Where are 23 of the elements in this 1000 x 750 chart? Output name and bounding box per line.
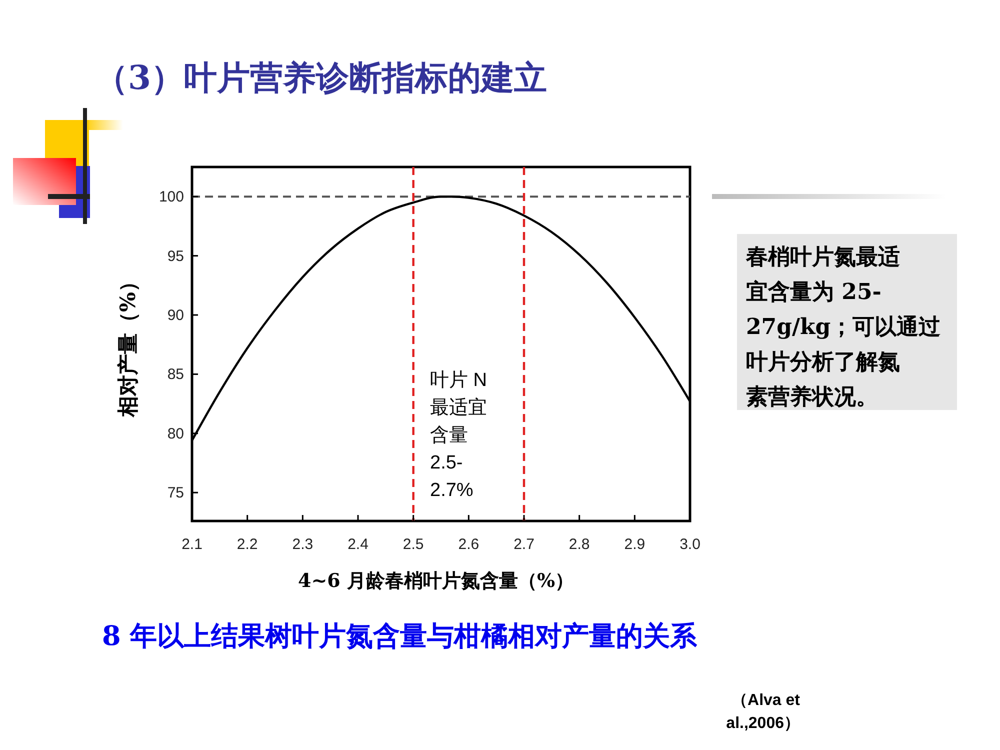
y-tick-label: 80: [167, 425, 184, 442]
y-tick-label: 90: [167, 306, 184, 324]
x-tick-label: 2.5: [402, 536, 424, 553]
x-tick-label: 2.7: [514, 536, 534, 553]
text: 春梢叶片氮最适宜含量为 25-27g/kg；可以通过叶片分析了解氮素营养状况。: [745, 244, 941, 410]
annotation: 叶片 N最适宜含量2.5-2.7%: [430, 370, 487, 501]
x-tick-label: 2.6: [458, 536, 480, 553]
text: 8 年以上结果树叶片氮含量与柑橘相对产量的关系: [102, 621, 698, 652]
x-tick-label: 3.0: [680, 536, 700, 553]
y-tick-label: 85: [167, 366, 184, 384]
x-tick-label: 2.3: [292, 536, 314, 553]
x-tick-label: 2.8: [568, 536, 590, 553]
y-tick-label: 75: [167, 484, 184, 502]
y-axis-title: 相对产量（%）: [115, 271, 140, 418]
x-axis-title: 4~6 月龄春梢叶片氮含量（%）: [298, 570, 574, 592]
x-tick-label: 2.2: [236, 536, 258, 553]
chart-title: （3）叶片营养诊断指标的建立: [95, 58, 547, 97]
y-tick-label: 95: [167, 248, 184, 265]
y-tick-label: 100: [158, 188, 184, 206]
text: （Alva et al.,2006）: [726, 692, 801, 732]
x-tick-label: 2.1: [182, 536, 202, 553]
x-tick-label: 2.4: [348, 536, 368, 553]
x-tick-label: 2.9: [624, 536, 646, 553]
